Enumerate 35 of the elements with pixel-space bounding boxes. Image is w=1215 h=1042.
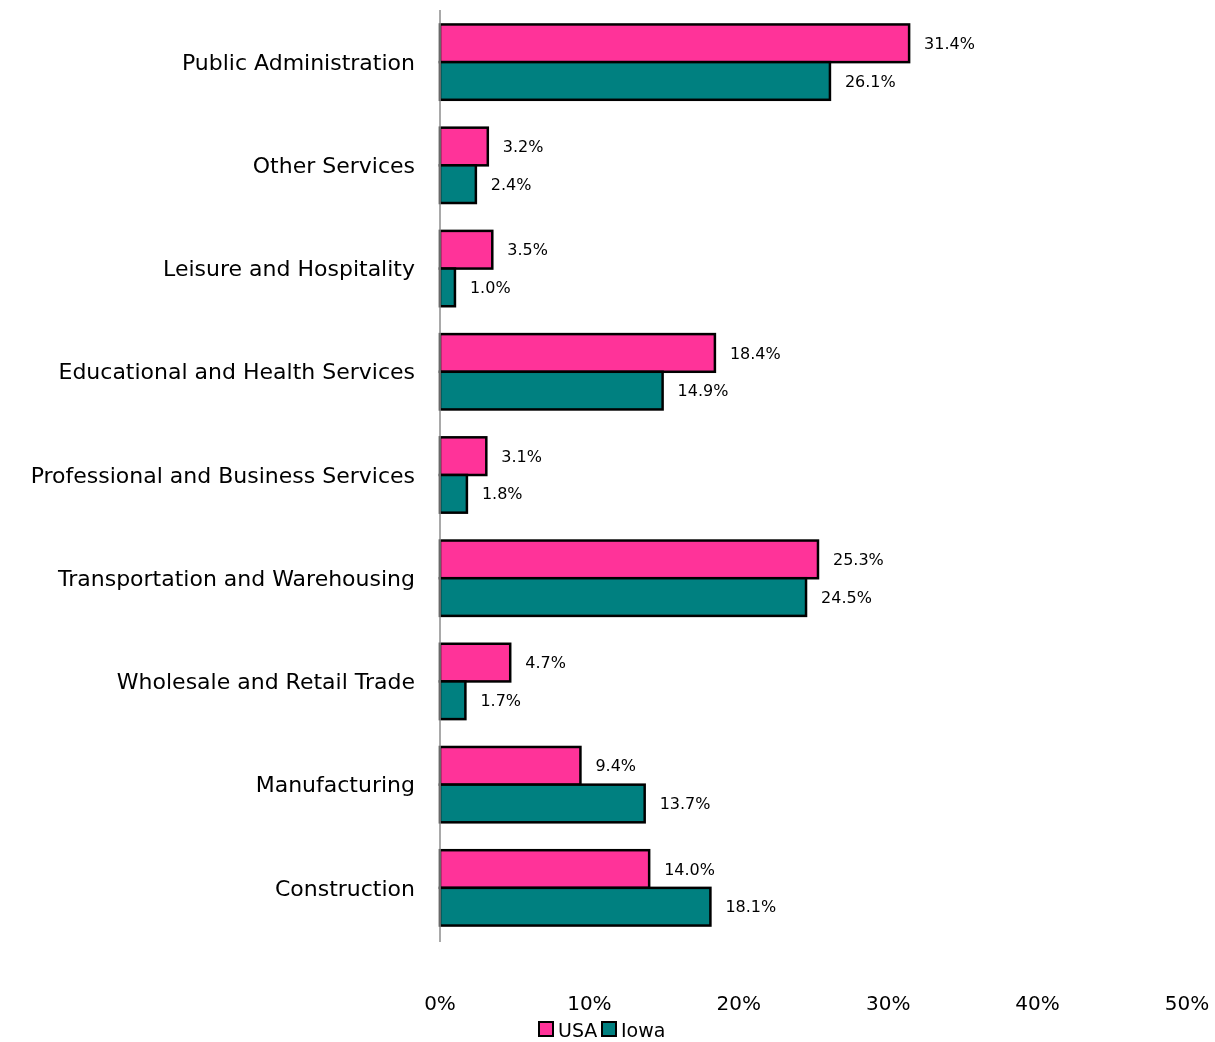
x-tick-label: 50%	[1164, 991, 1210, 1015]
data-label: 1.7%	[480, 690, 522, 710]
data-label: 3.1%	[501, 446, 542, 466]
data-label: 26.1%	[844, 71, 896, 91]
data-label: 18.4%	[729, 343, 781, 363]
data-label: 3.2%	[502, 137, 544, 157]
y-tick-label: Manufacturing	[255, 772, 415, 798]
data-label: 4.7%	[525, 653, 566, 673]
data-label: 18.1%	[725, 897, 777, 917]
data-label: 14.0%	[664, 859, 715, 879]
x-tick-label: 0%	[424, 991, 456, 1015]
data-label: 31.4%	[924, 33, 975, 53]
y-tick-label: Leisure and Hospitality	[163, 256, 415, 282]
x-tick-label: 20%	[716, 991, 762, 1015]
legend-label: USA	[558, 1018, 598, 1041]
data-label: 2.4%	[490, 174, 532, 194]
data-label: 25.3%	[832, 549, 884, 569]
y-tick-label: Other Services	[252, 153, 415, 179]
y-tick-label: Wholesale and Retail Trade	[116, 669, 415, 695]
x-tick-label: 30%	[865, 991, 911, 1015]
data-label: 9.4%	[595, 756, 637, 776]
y-tick-label: Educational and Health Services	[58, 359, 415, 385]
y-tick-label: Professional and Business Services	[30, 462, 415, 488]
data-label: 1.0%	[469, 278, 511, 297]
data-label: 13.7%	[659, 794, 711, 814]
data-label: 3.5%	[507, 240, 548, 260]
y-tick-label: Public Administration	[181, 49, 415, 75]
x-tick-label: 10%	[567, 991, 612, 1015]
data-label: 1.8%	[481, 484, 523, 504]
x-tick-label: 40%	[1015, 991, 1060, 1015]
y-tick-label: Construction	[274, 875, 415, 901]
y-tick-label: Transportation and Warehousing	[57, 565, 415, 591]
data-label: 14.9%	[677, 381, 729, 401]
legend-label: Iowa	[621, 1018, 666, 1041]
data-label: 24.5%	[821, 587, 872, 607]
